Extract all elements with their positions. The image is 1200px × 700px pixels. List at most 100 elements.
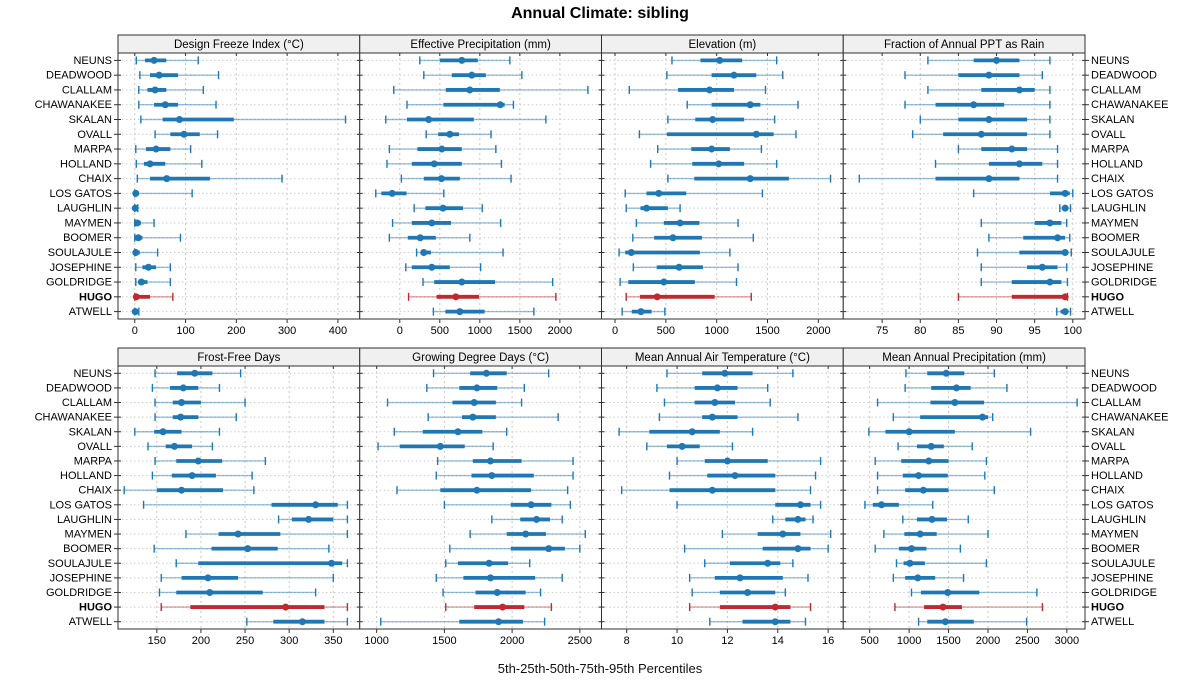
median-dot <box>468 71 476 79</box>
median-dot <box>137 278 145 286</box>
station-row-hugo <box>359 292 602 301</box>
median-dot <box>1061 293 1069 301</box>
median-dot <box>731 472 739 480</box>
median-dot <box>486 574 494 582</box>
median-dot <box>438 145 446 153</box>
station-row-holland <box>359 159 602 168</box>
median-dot <box>430 160 438 168</box>
station-label-right-hugo: HUGO <box>1091 291 1124 303</box>
median-dot <box>771 618 779 626</box>
panel-frame <box>601 365 844 630</box>
station-row-hugo <box>843 603 1089 612</box>
median-dot <box>678 442 686 450</box>
axis-tick-label: 2000 <box>806 325 830 337</box>
median-dot <box>1008 145 1016 153</box>
station-row-deadwood <box>843 383 1089 392</box>
median-dot <box>746 101 754 109</box>
median-dot <box>1061 308 1069 316</box>
panel-frame <box>842 52 1086 320</box>
station-row-chawanakee <box>843 100 1089 109</box>
panel-elevation-m: Elevation (m) 0 500 1000 1500 2000 <box>601 34 844 337</box>
axis-tick-label: 350 <box>324 635 342 647</box>
station-row-clallam <box>843 398 1089 407</box>
gridlines: 500 1000 1500 2000 2500 3000 <box>860 366 1079 647</box>
station-row-holland <box>601 159 844 168</box>
station-label-right-boomer: BOOMER <box>1091 232 1140 244</box>
gridlines: 0 500 1000 1500 2000 <box>397 53 572 337</box>
station-row-marpa <box>601 145 844 154</box>
station-row-chawanakee <box>359 100 602 109</box>
median-dot <box>708 486 716 494</box>
median-dot <box>1046 219 1054 227</box>
station-row-los-gatos <box>601 500 844 509</box>
median-dot <box>952 384 960 392</box>
station-row-atwell <box>601 617 844 626</box>
station-label-left-skalan: SKALAN <box>69 114 112 126</box>
panel-effective-precipitation-mm: Effective Precipitation (mm) 0 500 1000 1500… <box>359 34 602 337</box>
station-row-marpa <box>114 456 360 465</box>
station-label-right-soulajule: SOULAJULE <box>1091 558 1155 570</box>
station-row-hugo <box>601 292 844 301</box>
median-dot <box>985 175 993 183</box>
station-row-clallam <box>601 398 844 407</box>
median-dot <box>493 588 501 596</box>
station-label-right-deadwood: DEADWOOD <box>1091 382 1157 394</box>
axis-tick-label: 10 <box>671 635 683 647</box>
station-row-ovall <box>601 442 844 451</box>
station-label-left-marpa: MARPA <box>74 144 113 156</box>
station-label-left-clallam: CLALLAM <box>62 84 112 96</box>
station-row-los-gatos <box>601 189 844 198</box>
panel-frame <box>842 365 1086 630</box>
station-label-left-chaix: CHAIX <box>78 485 112 497</box>
station-row-clallam <box>601 85 844 94</box>
station-row-atwell <box>359 307 602 316</box>
station-row-boomer <box>359 233 602 242</box>
station-row-chaix <box>601 174 844 183</box>
station-row-chawanakee <box>843 413 1089 422</box>
station-row-clallam <box>114 398 360 407</box>
station-label-left-chaix: CHAIX <box>78 173 112 185</box>
station-row-boomer <box>601 233 844 242</box>
median-dot <box>456 308 464 316</box>
station-label-right-goldridge: GOLDRIDGE <box>1091 277 1157 289</box>
median-dot <box>711 399 719 407</box>
median-dot <box>942 369 950 377</box>
axis-tick-label: 250 <box>236 635 254 647</box>
station-row-skalan <box>601 427 844 436</box>
median-dot <box>1061 249 1069 256</box>
station-label-right-atwell: ATWELL <box>1091 306 1134 318</box>
median-dot <box>470 399 478 407</box>
station-row-los-gatos <box>843 189 1089 198</box>
median-dot <box>191 369 199 377</box>
axis-tick-label: 1000 <box>468 325 492 337</box>
station-row-chawanakee <box>601 100 844 109</box>
station-row-neuns <box>359 369 602 378</box>
station-row-marpa <box>114 145 360 154</box>
station-row-josephine <box>843 263 1089 272</box>
median-dot <box>708 413 716 421</box>
station-row-laughlin <box>601 204 844 213</box>
median-dot <box>150 56 158 64</box>
station-label-left-neuns: NEUNS <box>73 368 112 380</box>
axis-tick-label: 75 <box>876 325 888 337</box>
median-dot <box>428 263 436 271</box>
station-row-holland <box>114 471 360 480</box>
median-dot <box>151 86 159 94</box>
axis-tick-label: 1500 <box>755 325 779 337</box>
station-row-josephine <box>114 263 360 272</box>
axis-tick-label: 1500 <box>508 325 532 337</box>
median-dot <box>466 86 474 94</box>
station-row-atwell <box>601 307 844 316</box>
median-dot <box>709 116 717 123</box>
median-dot <box>133 219 141 227</box>
station-label-left-laughlin: LAUGHLIN <box>57 514 112 526</box>
station-row-los-gatos <box>359 189 602 198</box>
station-row-boomer <box>114 233 360 242</box>
axis-tick-label: 3000 <box>1055 635 1079 647</box>
panel-mean-annual-air-temperature-c: Mean Annual Air Temperature (°C) 8 10 12 14 1… <box>601 347 844 647</box>
median-dot <box>715 160 723 168</box>
station-label-right-laughlin: LAUGHLIN <box>1091 514 1146 526</box>
station-row-holland <box>601 471 844 480</box>
median-dot <box>178 399 186 407</box>
